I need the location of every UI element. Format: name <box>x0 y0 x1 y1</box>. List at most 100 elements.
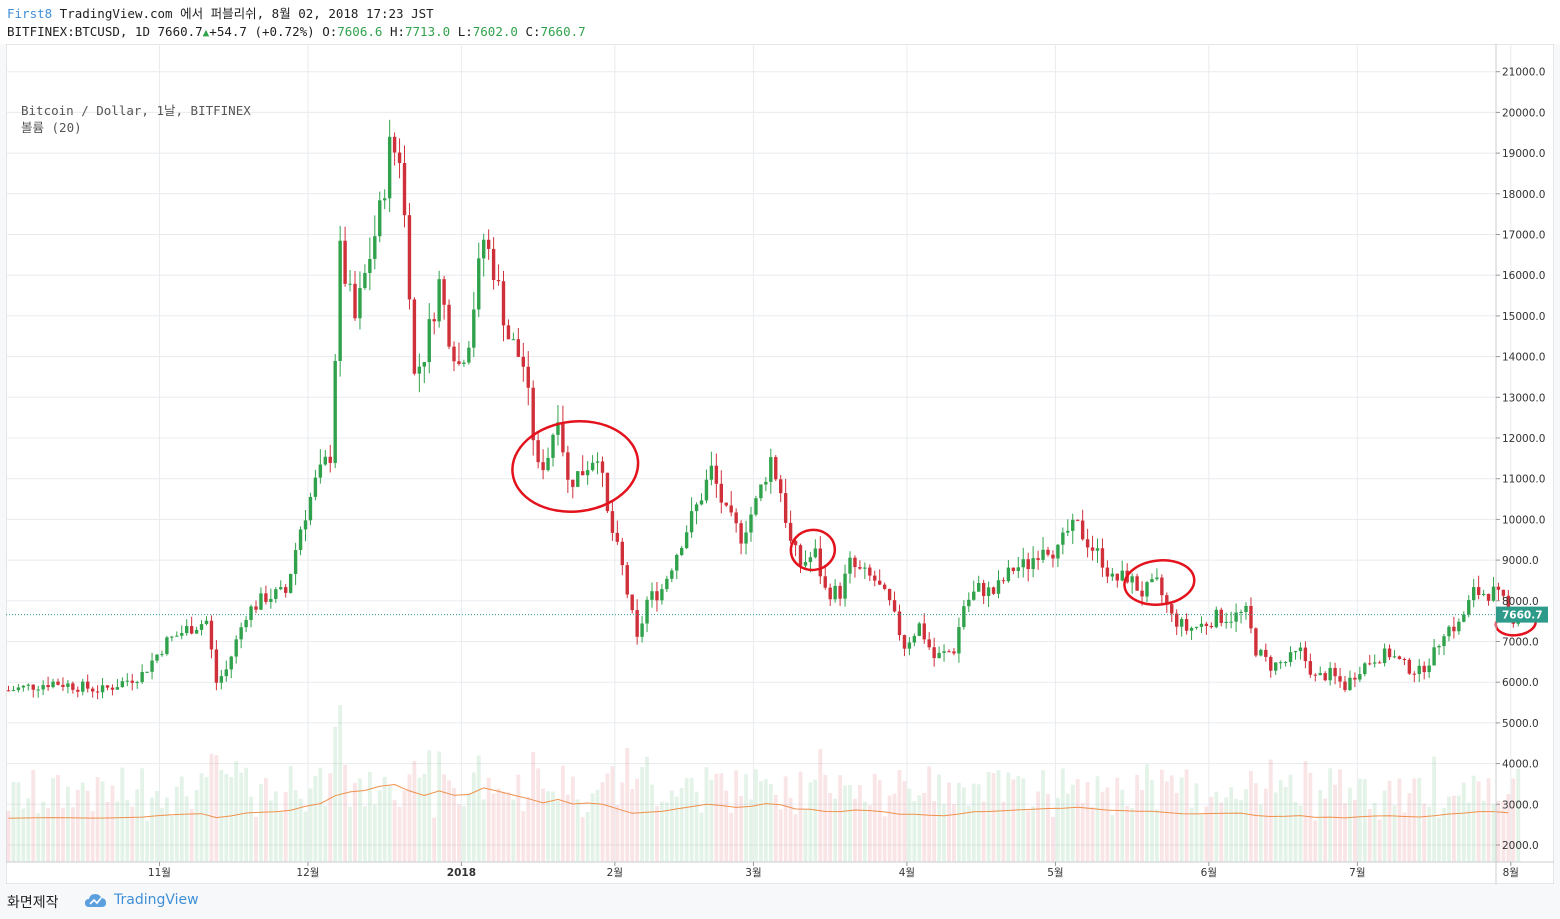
volume-bar <box>95 777 100 862</box>
candle-body <box>1026 559 1030 570</box>
candle-body <box>496 280 501 282</box>
candle-body <box>1135 576 1139 591</box>
volume-bar <box>249 796 253 862</box>
candle-body <box>774 457 778 480</box>
candle-body <box>1179 619 1184 627</box>
volume-bar <box>85 790 90 862</box>
volume-bar <box>580 817 585 862</box>
volume-bar <box>763 779 768 862</box>
candle-body <box>600 461 605 473</box>
volume-bar <box>244 767 248 862</box>
candle-body <box>358 288 362 319</box>
candle-body <box>1283 662 1288 664</box>
candle-body <box>219 676 224 683</box>
candle-body <box>868 567 872 576</box>
candle-body <box>41 684 45 690</box>
footer-brand-link[interactable]: TradingView <box>114 892 199 908</box>
volume-bar <box>1046 793 1050 862</box>
volume-bar <box>105 802 110 862</box>
volume-bar <box>343 764 347 862</box>
candle-body <box>437 279 441 322</box>
candle-body <box>259 593 263 610</box>
volume-bar <box>719 773 724 862</box>
candle-body <box>1506 595 1511 608</box>
y-tick-label: 6000.0 <box>1502 677 1539 689</box>
footer: 화면제작 TradingView <box>0 884 1560 919</box>
volume-bar <box>56 775 60 862</box>
candle-body <box>853 557 857 568</box>
volume-bar <box>194 790 199 862</box>
volume-bar <box>793 814 798 862</box>
candle-body <box>907 642 912 649</box>
candle-body <box>1209 625 1214 628</box>
candle-body <box>769 457 773 482</box>
x-tick-label: 2018 <box>447 867 476 879</box>
volume-bar <box>947 782 951 862</box>
volume-bar <box>392 800 397 862</box>
volume-bar <box>179 776 184 862</box>
volume-bar <box>1476 781 1481 862</box>
candle-body <box>937 652 941 659</box>
volume-bar <box>1273 792 1278 862</box>
candle-body <box>1318 673 1322 676</box>
volume-bar <box>1422 803 1427 862</box>
volume-bar <box>130 806 135 862</box>
volume-bar <box>120 767 125 862</box>
candle-body <box>1363 663 1367 675</box>
y-tick-label: 11000.0 <box>1502 474 1545 486</box>
y-tick-label: 21000.0 <box>1502 67 1545 79</box>
volume-bar <box>1070 784 1075 862</box>
candle-body <box>1313 674 1317 676</box>
volume-bar <box>818 749 823 862</box>
author-name[interactable]: First8 <box>7 6 53 21</box>
y-tick-label: 18000.0 <box>1502 189 1545 201</box>
chart-area[interactable]: 21000.0 20000.0 19000.0 18000.0 17000.0 16000… <box>6 44 1554 884</box>
volume-bar <box>867 805 872 862</box>
volume-bar <box>288 765 293 862</box>
volume-bar <box>1209 796 1214 862</box>
candle-body <box>1269 656 1273 671</box>
volume-bar <box>412 760 417 862</box>
candle-body <box>1021 559 1025 568</box>
volume-bar <box>1461 782 1466 862</box>
volume-bar <box>704 767 709 862</box>
volume-bar <box>561 765 565 862</box>
candle-body <box>1165 595 1169 605</box>
volume-bar <box>546 791 550 862</box>
candle-body <box>427 319 431 363</box>
candle-body <box>1462 614 1466 622</box>
candle-body <box>878 580 882 585</box>
candle-body <box>556 422 560 435</box>
candle-body <box>1105 567 1110 577</box>
volume-bar <box>333 726 338 862</box>
volume-bar <box>912 801 917 862</box>
candle-body <box>1041 549 1045 560</box>
candle-body <box>798 545 803 566</box>
candle-body <box>56 681 60 685</box>
volume-bar <box>635 778 640 862</box>
volume-bar <box>843 785 847 862</box>
x-tick-label: 7월 <box>1349 867 1365 879</box>
candle-body <box>1333 667 1337 677</box>
volume-bar <box>961 787 966 862</box>
volume-bar <box>1367 809 1372 862</box>
open-label: O: <box>322 24 338 39</box>
candle-body <box>501 281 506 326</box>
tradingview-cloud-icon[interactable] <box>84 892 108 910</box>
volume-bar <box>110 785 115 862</box>
candle-body <box>714 465 719 484</box>
volume-bar <box>204 777 209 862</box>
volume-bar <box>1159 769 1164 862</box>
candle-body <box>858 567 862 569</box>
volume-bar <box>1353 799 1357 862</box>
volume-bar <box>264 778 268 862</box>
volume-bar <box>1318 790 1323 862</box>
candle-body <box>779 479 783 494</box>
price-chart[interactable]: 21000.0 20000.0 19000.0 18000.0 17000.0 16000… <box>6 44 1554 884</box>
volume-bar <box>957 782 961 862</box>
volume-bar <box>877 779 882 862</box>
candle-body <box>665 578 669 590</box>
volume-bar <box>100 781 105 862</box>
candle-body <box>274 589 278 599</box>
volume-bar <box>1135 774 1139 862</box>
